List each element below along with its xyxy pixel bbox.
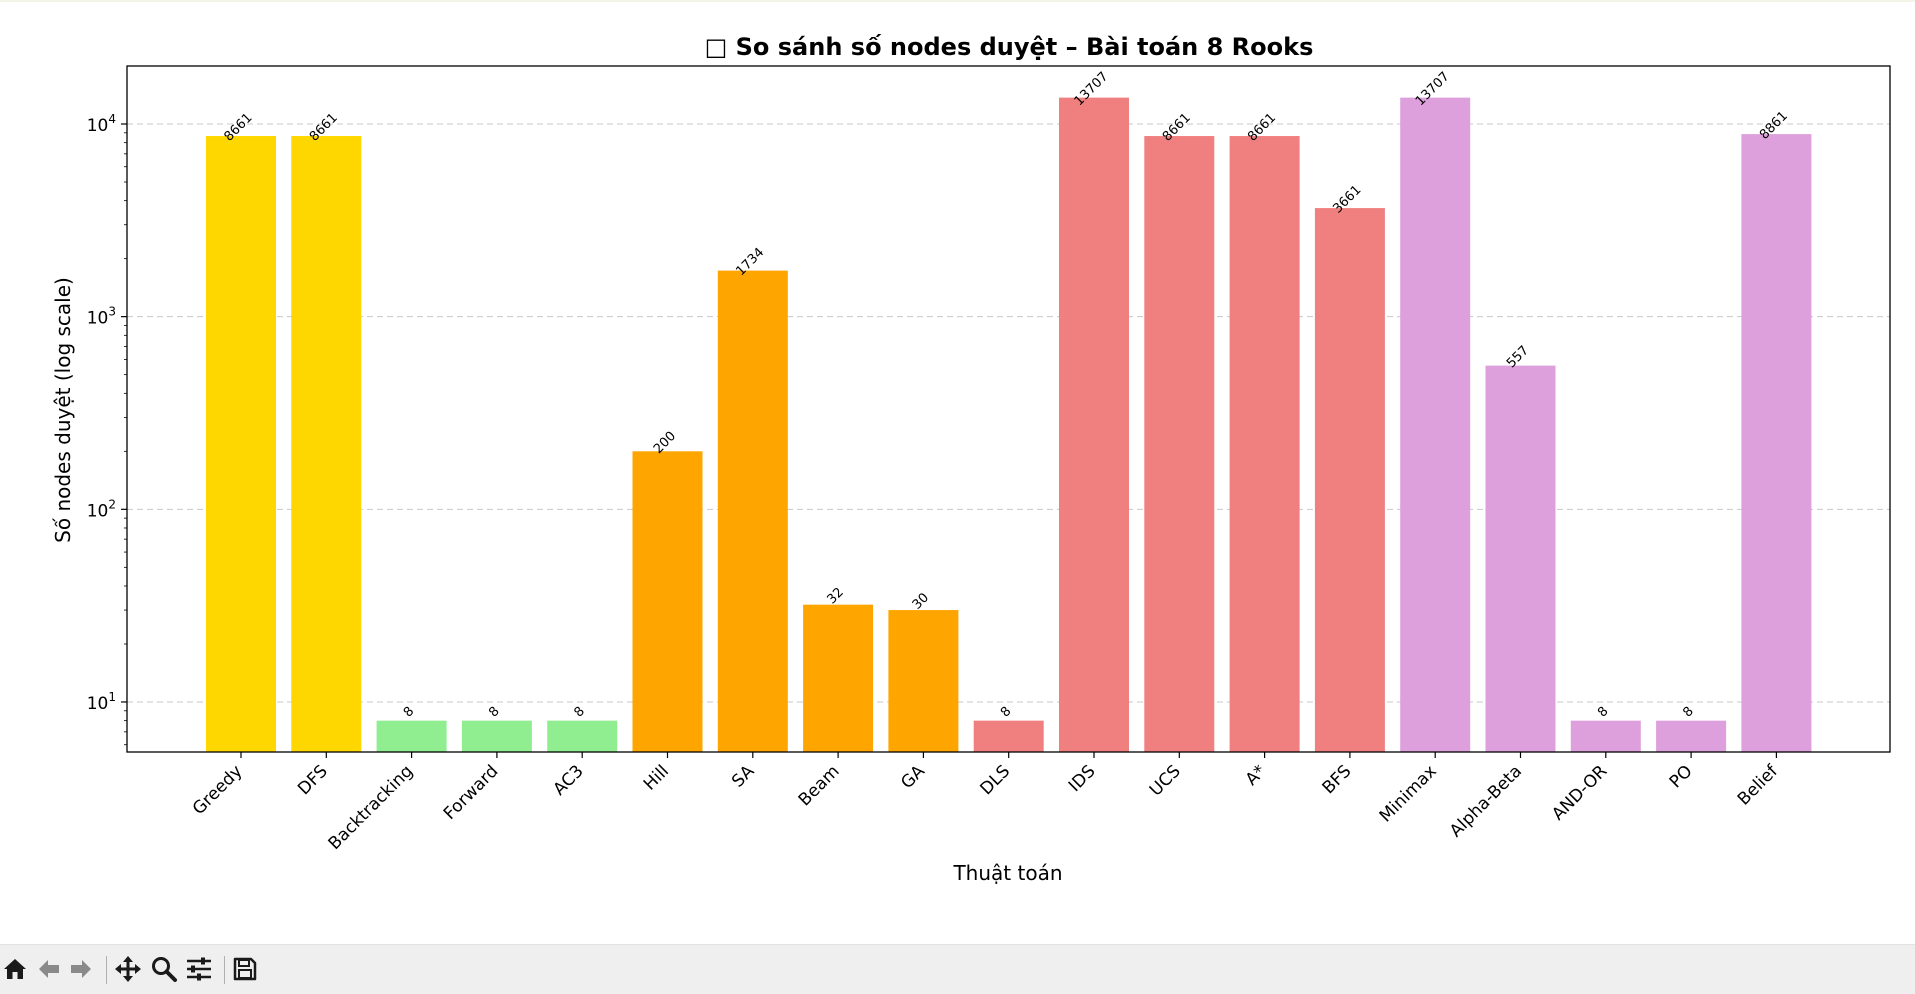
bar [973,720,1044,752]
x-tick-label: Backtracking [325,761,418,854]
bar [206,136,276,752]
plot-area-frame [126,65,1891,753]
bar [1570,720,1641,752]
bar [1229,136,1300,752]
zoom-magnifier-icon [152,957,177,982]
y-tick-label: 104 [87,112,116,136]
top-border [0,0,1915,2]
back-button[interactable] [34,954,64,984]
bar [1485,365,1556,752]
pan-button[interactable] [113,954,143,984]
chart-title: □ So sánh số nodes duyệt – Bài toán 8 Ro… [705,33,1314,61]
bar [291,136,362,752]
y-tick-label: 102 [87,497,116,521]
x-tick-label: AND-OR [1548,761,1611,824]
x-tick-label: Forward [440,761,502,823]
zoom-button[interactable] [149,954,179,984]
bar [1400,97,1471,752]
x-tick-label: IDS [1065,761,1100,796]
bar [376,720,447,752]
x-tick-label: AC3 [550,761,588,799]
pan-move-icon [115,956,141,982]
configure-subplots-icon [187,957,211,981]
bar [1144,136,1215,752]
home-icon [4,959,26,979]
x-tick-label: GA [897,761,929,793]
y-axis: 101 102 103 104 [87,112,127,746]
x-tick-label: Minimax [1376,761,1441,826]
toolbar-separator [224,956,225,984]
x-tick-label: PO [1666,761,1697,792]
x-axis-label: Thuật toán [952,861,1062,885]
bar-value-label: 32 [824,585,846,607]
bar [1059,97,1129,752]
save-floppy-icon [233,957,257,981]
y-axis-label: Số nodes duyệt (log scale) [51,277,75,543]
x-tick-label: BFS [1319,761,1356,798]
x-tick-label: SA [728,761,758,791]
bar-value-label: 8 [1595,704,1611,720]
y-tick-label: 101 [87,690,116,714]
back-arrow-icon [39,960,59,978]
x-tick-label: DLS [977,761,1015,799]
bar [632,451,703,752]
bar [1741,134,1812,752]
configure-subplots-button[interactable] [184,954,214,984]
bar [1656,720,1727,752]
toolbar-separator [106,956,107,984]
x-tick-label: Greedy [189,761,247,819]
y-tick-label: 103 [87,305,116,329]
bar-value-label: 8 [571,704,587,720]
bar-value-label: 8 [486,704,502,720]
figure-canvas: □ So sánh số nodes duyệt – Bài toán 8 Ro… [0,0,1915,885]
bar [717,270,788,752]
bar [547,720,618,752]
bar [888,610,959,752]
bar [1314,208,1385,752]
bar-value-label: 8 [1680,704,1696,720]
x-tick-label: A* [1242,761,1270,789]
forward-arrow-icon [71,960,91,978]
x-tick-label: Belief [1734,761,1783,810]
bar-value-label: 30 [910,590,932,612]
x-tick-label: Alpha-Beta [1446,761,1526,841]
home-button[interactable] [0,954,30,984]
bar [803,604,874,752]
forward-button[interactable] [66,954,96,984]
save-button[interactable] [230,954,260,984]
grid-lines [127,123,1890,703]
bar-value-label: 8 [401,704,417,720]
bar [461,720,532,752]
navigation-toolbar [0,944,1915,994]
bar-value-label: 8 [998,704,1014,720]
x-tick-label: DFS [294,761,332,799]
x-tick-label: Hill [640,761,673,794]
x-tick-label: Beam [795,761,844,810]
x-tick-label: UCS [1146,761,1185,800]
bar-chart: □ So sánh số nodes duyệt – Bài toán 8 Ro… [51,33,1891,885]
